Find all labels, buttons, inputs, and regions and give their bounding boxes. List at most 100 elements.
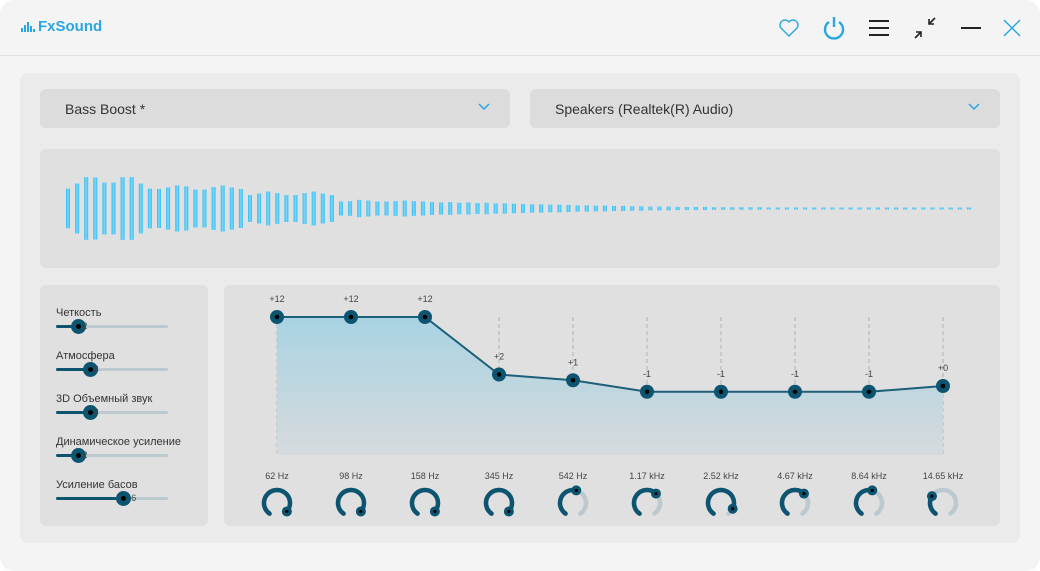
waveform-bar: [766, 207, 771, 210]
band-frequency-label: 158 Hz: [410, 471, 440, 481]
waveform-bar: [157, 188, 161, 229]
waveform-bar: [912, 207, 917, 210]
device-dropdown[interactable]: Speakers (Realtek(R) Audio): [530, 89, 1000, 128]
chevron-down-icon: [968, 103, 980, 111]
handle-dot: [507, 509, 511, 514]
waveform-bar: [75, 183, 80, 234]
band-gain-label: +1: [568, 357, 578, 367]
preset-value: Bass Boost *: [65, 101, 146, 117]
handle-dot: [802, 491, 806, 496]
equalizer-panel: +12 +12 +12 +2 +1 -1 -1 -1 -1 +0 62 Hz 98 Hz 158 Hz…: [224, 285, 1000, 526]
close-icon[interactable]: [1000, 16, 1024, 40]
waveform-bar: [229, 187, 234, 230]
effect-value: 3: [93, 407, 99, 417]
effect-label: Четкость: [56, 307, 102, 319]
band-frequency-label: 345 Hz: [484, 471, 514, 481]
waveform-bar: [757, 207, 762, 210]
title-bar: FxSound: [0, 0, 1040, 56]
effect-label: Динамическое усиление: [56, 436, 181, 448]
slider-thumb[interactable]: [82, 362, 98, 377]
handle-dot: [870, 488, 874, 493]
waveform-bar: [584, 205, 589, 212]
waveform-bar: [775, 207, 780, 210]
band-frequency-label: 8.64 kHz: [851, 471, 887, 481]
waveform-bar: [357, 199, 362, 218]
waveform-bar: [894, 207, 899, 210]
waveform-bar: [111, 182, 116, 235]
slider-thumb[interactable]: [71, 319, 87, 334]
effect-label: Усиление басов: [56, 479, 138, 491]
slider-thumb[interactable]: [71, 448, 87, 463]
handle-dot: [792, 389, 798, 395]
waveform-bar: [939, 207, 944, 210]
waveform-bar: [430, 202, 434, 215]
waveform-bar: [703, 206, 707, 211]
waveform-bar: [848, 207, 853, 210]
effect-slider[interactable]: Динамическое усиление 2: [56, 436, 186, 476]
slider-thumb[interactable]: [82, 405, 98, 420]
slider-thumb[interactable]: [116, 491, 132, 506]
waveform-visualizer: [40, 149, 1000, 268]
handle-dot: [940, 383, 946, 389]
band-knob-fill: [483, 487, 515, 516]
waveform-bar: [921, 207, 926, 210]
waveform-bar: [184, 186, 189, 231]
handle-dot: [718, 389, 724, 395]
waveform-bar: [739, 207, 744, 210]
slider-track[interactable]: [56, 454, 168, 457]
waveform-bar: [548, 204, 553, 213]
waveform-bar: [302, 193, 307, 224]
waveform-bar: [457, 202, 462, 215]
waveform-bar: [812, 207, 817, 210]
waveform-bar: [448, 202, 453, 215]
slider-track[interactable]: [56, 411, 168, 414]
waveform-bar: [875, 207, 880, 210]
handle-dot: [866, 389, 872, 395]
waveform-bar: [311, 191, 316, 226]
waveform-bar: [866, 207, 871, 210]
effect-slider[interactable]: Атмосфера 3: [56, 350, 186, 390]
effect-slider[interactable]: Усиление басов 6: [56, 479, 186, 519]
waveform-bar: [320, 193, 325, 224]
waveform-bar: [839, 207, 844, 210]
slider-track[interactable]: [56, 368, 168, 371]
slider-track[interactable]: [56, 325, 168, 328]
band-gain-label: +0: [938, 363, 948, 373]
effect-slider[interactable]: Четкость 2: [56, 307, 186, 347]
waveform-bar: [666, 206, 671, 211]
handle-dot: [930, 494, 934, 498]
minimize-view-icon[interactable]: [913, 16, 937, 40]
effect-label: 3D Объемный звук: [56, 393, 153, 405]
waveform-bar: [211, 187, 216, 230]
waveform-bar: [575, 205, 580, 212]
waveform-bar: [484, 202, 489, 215]
waveform-bar: [84, 177, 89, 240]
waveform-bar: [329, 195, 334, 222]
band-gain-label: -1: [643, 369, 651, 379]
heart-icon[interactable]: [777, 16, 801, 40]
slider-fill: [56, 497, 124, 500]
menu-icon[interactable]: [867, 16, 891, 40]
minimize-icon[interactable]: [959, 16, 983, 40]
waveform-bar: [266, 191, 271, 226]
handle-dot: [422, 314, 428, 320]
eq-curve: [277, 316, 944, 393]
chevron-down-icon: [478, 103, 490, 111]
power-icon[interactable]: [822, 16, 846, 40]
handle-dot: [348, 314, 354, 320]
band-gain-label: +12: [417, 294, 432, 304]
handle-dot: [574, 488, 578, 493]
waveform-bar: [930, 207, 935, 210]
waveform-bar: [539, 204, 544, 213]
waveform-bar: [129, 177, 134, 240]
waveform-bar: [384, 201, 389, 216]
effect-slider[interactable]: 3D Объемный звук 3: [56, 393, 186, 433]
waveform-bar: [885, 207, 889, 210]
device-value: Speakers (Realtek(R) Audio): [555, 101, 734, 117]
main-panel: Bass Boost * Speakers (Realtek(R) Audio)…: [20, 73, 1020, 543]
waveform-bar: [284, 195, 289, 222]
waveform-bar: [521, 204, 525, 213]
band-frequency-label: 62 Hz: [265, 471, 289, 481]
preset-dropdown[interactable]: Bass Boost *: [40, 89, 510, 128]
